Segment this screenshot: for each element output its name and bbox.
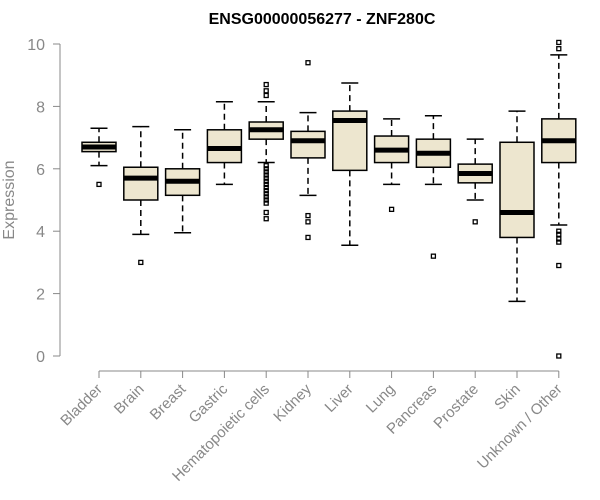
outlier-point	[263, 216, 269, 222]
box-kidney	[290, 60, 326, 241]
outlier-point	[263, 178, 269, 184]
outlier-point	[263, 197, 269, 203]
y-tick-label: 2	[36, 287, 45, 304]
outlier-point	[556, 236, 562, 242]
box-unknown-other	[541, 39, 577, 359]
outlier-point	[556, 353, 562, 359]
y-axis-label: Expression	[1, 160, 18, 239]
box-liver	[332, 82, 368, 246]
y-tick-label: 10	[27, 37, 45, 54]
box-lung	[373, 118, 410, 213]
y-axis: 0 2 4 6 8 10	[27, 37, 61, 366]
outlier-point	[263, 163, 269, 169]
chart-title: ENSG00000056277 - ZNF280C	[209, 11, 436, 28]
outlier-point	[96, 181, 102, 188]
box-breast	[164, 129, 201, 234]
outlier-point	[472, 219, 478, 225]
box-pancreas	[415, 115, 452, 259]
y-tick-label: 6	[36, 162, 45, 179]
outlier-point	[263, 172, 269, 178]
outlier-point	[556, 228, 562, 234]
box-hematopoietic-cells	[248, 81, 284, 222]
outlier-point	[305, 212, 311, 219]
x-tick-label: Breast	[147, 380, 190, 423]
outlier-point	[263, 191, 269, 197]
x-tick-label: Skin	[491, 381, 524, 414]
iqr-box	[290, 130, 326, 159]
box-brain	[123, 125, 159, 266]
x-tick-label: Kidney	[270, 380, 315, 425]
outlier-point	[305, 60, 311, 66]
outlier-point	[305, 234, 311, 241]
x-tick-label: Prostate	[430, 381, 482, 433]
outlier-point	[263, 169, 269, 175]
outlier-point	[263, 200, 269, 206]
x-tick-label: Liver	[322, 381, 357, 416]
outlier-point	[305, 219, 311, 225]
x-tick-label: Bladder	[57, 381, 106, 430]
outlier-point	[263, 92, 269, 99]
iqr-box	[499, 141, 535, 239]
box-bladder	[81, 127, 117, 188]
x-tick-label: Lung	[363, 381, 399, 417]
outlier-point	[263, 88, 269, 94]
x-tick-label: Brain	[111, 381, 148, 418]
box-prostate	[457, 138, 493, 225]
outlier-point	[430, 253, 437, 259]
y-tick-label: 4	[36, 224, 45, 241]
box-skin	[499, 110, 535, 303]
outlier-point	[263, 184, 269, 191]
outlier-point	[556, 239, 562, 245]
boxes	[81, 39, 577, 359]
y-tick-label: 8	[36, 99, 45, 116]
box-gastric	[206, 100, 243, 186]
y-tick-label: 0	[36, 349, 45, 366]
outlier-point	[263, 181, 269, 188]
outlier-point	[263, 175, 269, 181]
outlier-point	[556, 39, 562, 46]
outlier-point	[263, 209, 269, 216]
outlier-point	[556, 262, 562, 269]
iqr-box	[123, 166, 159, 201]
outlier-point	[138, 259, 144, 266]
outlier-point	[556, 46, 562, 52]
outlier-point	[556, 231, 562, 237]
outlier-point	[263, 81, 269, 88]
outlier-point	[263, 187, 269, 194]
outlier-point	[263, 194, 269, 200]
outlier-point	[263, 166, 269, 172]
outlier-point	[388, 206, 395, 213]
